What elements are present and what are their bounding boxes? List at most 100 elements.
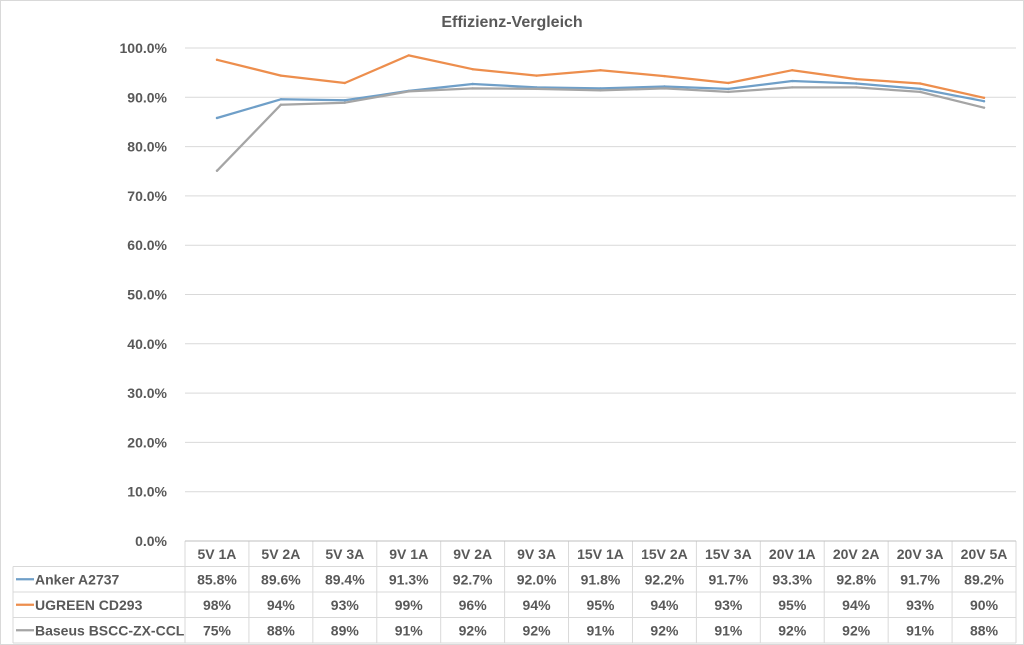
legend-label: UGREEN CD293 (35, 597, 143, 613)
data-label: 88% (267, 623, 296, 639)
y-tick-label: 40.0% (127, 336, 167, 352)
data-label: 91.8% (581, 572, 621, 588)
data-point (599, 89, 602, 92)
data-point (599, 68, 602, 72)
y-tick-label: 80.0% (127, 139, 167, 155)
data-label: 91% (714, 623, 743, 639)
data-label: 91.7% (900, 572, 940, 588)
data-point (791, 68, 794, 72)
data-label: 85.8% (197, 572, 237, 588)
data-point (663, 74, 666, 78)
category-label: 15V 3A (705, 546, 752, 562)
data-point (535, 87, 538, 91)
data-point (215, 58, 219, 62)
data-label: 91% (395, 623, 424, 639)
data-point (982, 96, 986, 99)
category-label: 5V 2A (261, 546, 300, 562)
data-point (343, 99, 347, 102)
data-point (471, 82, 474, 86)
data-label: 96% (459, 597, 488, 613)
category-label: 20V 3A (897, 546, 944, 562)
data-label: 91% (906, 623, 935, 639)
data-label: 92% (842, 623, 871, 639)
data-label: 92% (523, 623, 552, 639)
legend-label: Anker A2737 (35, 572, 120, 588)
data-point (727, 81, 730, 85)
data-label: 95% (778, 597, 807, 613)
data-point (663, 85, 666, 88)
y-tick-label: 0.0% (135, 533, 167, 549)
data-point (279, 74, 283, 77)
data-point (918, 82, 922, 85)
y-tick-label: 10.0% (127, 484, 167, 500)
y-tick-label: 20.0% (127, 434, 167, 450)
data-label: 89% (331, 623, 360, 639)
y-tick-label: 30.0% (127, 385, 167, 401)
chart-title: Effizienz-Vergleich (441, 14, 582, 31)
category-label: 5V 3A (325, 546, 364, 562)
data-label: 92.2% (645, 572, 685, 588)
data-label: 92% (459, 623, 488, 639)
data-label: 93.3% (772, 572, 812, 588)
data-point (279, 103, 283, 106)
data-label: 94% (523, 597, 552, 613)
y-tick-label: 50.0% (127, 287, 167, 303)
data-point (727, 90, 730, 94)
data-point (599, 87, 602, 90)
data-label: 92% (650, 623, 679, 639)
gridlines (185, 47, 1016, 493)
data-label: 91% (586, 623, 615, 639)
data-point (663, 87, 666, 90)
data-label: 94% (842, 597, 871, 613)
data-point (407, 54, 410, 57)
y-tick-label: 60.0% (127, 237, 167, 253)
data-label: 89.2% (964, 572, 1004, 588)
data-point (215, 116, 219, 120)
data-label: 90% (970, 597, 999, 613)
category-label: 20V 5A (961, 546, 1008, 562)
data-label: 92.0% (517, 572, 557, 588)
data-point (791, 86, 794, 89)
data-label: 94% (650, 597, 679, 613)
data-point (854, 77, 858, 81)
category-label: 15V 2A (641, 546, 688, 562)
data-point (471, 67, 474, 71)
data-point (407, 90, 410, 93)
category-label: 9V 3A (517, 546, 556, 562)
data-label: 92.8% (836, 572, 876, 588)
category-label: 9V 1A (389, 546, 428, 562)
data-label: 98% (203, 597, 232, 613)
data-point (471, 87, 474, 90)
category-label: 5V 1A (198, 546, 237, 562)
data-point (727, 87, 730, 91)
data-point (982, 106, 986, 109)
data-point (854, 82, 858, 85)
data-point (279, 98, 283, 101)
category-label: 9V 2A (453, 546, 492, 562)
data-point (343, 101, 347, 104)
data-table: 5V 1A 5V 2A 5V 3A 9V 1A 9V 2A 9V 3A 15V 1A 15V … (12, 540, 1017, 644)
data-point (215, 169, 219, 172)
data-label: 75% (203, 623, 232, 639)
data-label: 92.7% (453, 572, 493, 588)
data-label: 99% (395, 597, 424, 613)
category-label: 20V 2A (833, 546, 880, 562)
data-label: 95% (586, 597, 615, 613)
data-label: 93% (906, 597, 935, 613)
data-point (343, 81, 347, 85)
legend-label: Baseus BSCC-ZX-CCL (35, 623, 185, 639)
data-label: 94% (267, 597, 296, 613)
data-label: 89.6% (261, 572, 301, 588)
y-tick-label: 100.0% (120, 40, 168, 56)
data-label: 88% (970, 623, 999, 639)
data-label: 91.7% (708, 572, 748, 588)
data-label: 93% (331, 597, 360, 613)
data-point (535, 74, 538, 77)
data-point (791, 79, 794, 83)
category-label: 20V 1A (769, 546, 816, 562)
data-label: 91.3% (389, 572, 429, 588)
data-label: 93% (714, 597, 743, 613)
y-tick-label: 70.0% (127, 188, 167, 204)
